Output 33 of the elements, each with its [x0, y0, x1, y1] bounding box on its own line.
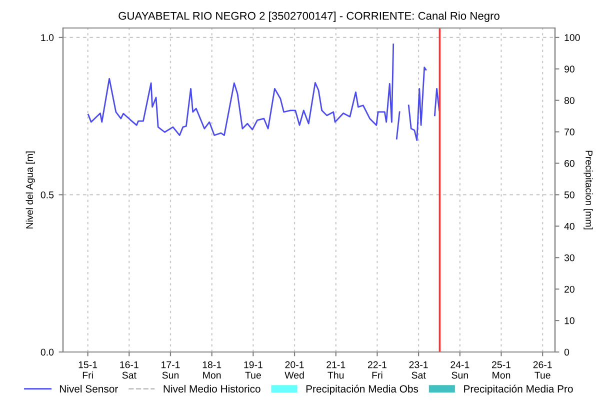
x-tick-label: 22-1 Fri — [368, 361, 386, 379]
x-tick-label: 25-1 Mon — [492, 361, 511, 379]
legend-label: Precipitación Media Obs — [306, 384, 418, 395]
y2-tick-label: 10 — [564, 317, 574, 324]
legend-label: Nivel Medio Historico — [164, 384, 260, 393]
x-tick-label: 18-1 Mon — [202, 361, 222, 379]
y2-tick-label: 100 — [564, 34, 580, 42]
y-tick-label: 1.0 — [41, 34, 54, 42]
x-tick-label: 17-1 Sun — [162, 361, 180, 379]
legend-label: Precipitación Media Pro — [464, 384, 573, 395]
y2-tick-label: 40 — [564, 222, 574, 230]
x-tick-label: 15-1 Fri — [78, 361, 98, 379]
y2-tick-label: 0 — [564, 348, 570, 356]
y2-tick-label: 70 — [564, 128, 574, 136]
x-tick-label: 21-1 Thu — [326, 361, 346, 379]
y2-tick-label: 80 — [564, 97, 574, 104]
x-tick-label: 19-1 Tue — [244, 361, 262, 379]
y2-tick-label: 30 — [564, 254, 574, 262]
x-tick-label: 23-1 Sat — [409, 361, 428, 379]
y2-tick-label: 50 — [564, 191, 574, 198]
y-tick-label: 0.5 — [40, 191, 54, 198]
y2-tick-label: 60 — [564, 160, 574, 167]
x-tick-label: 16-1 Sat — [120, 361, 138, 379]
chart-title: GUAYABETAL RIO NEGRO 2 [3502700147] - CORRIENTE: Canal Rio Negro — [118, 12, 500, 22]
x-tick-label: 20-1 Wed — [284, 361, 304, 379]
y2-axis-title: Precipitacion [mm] — [584, 150, 593, 230]
legend-label: Nivel Sensor — [60, 384, 118, 393]
y-axis-title: Nivel del Agua [m] — [26, 152, 35, 228]
x-tick-label: 26-1 Tue — [533, 361, 552, 379]
x-tick-label: 24-1 Sun — [450, 361, 470, 379]
y-tick-label: 0.0 — [40, 348, 54, 356]
y2-tick-label: 90 — [564, 66, 574, 73]
y2-tick-label: 20 — [564, 286, 574, 293]
